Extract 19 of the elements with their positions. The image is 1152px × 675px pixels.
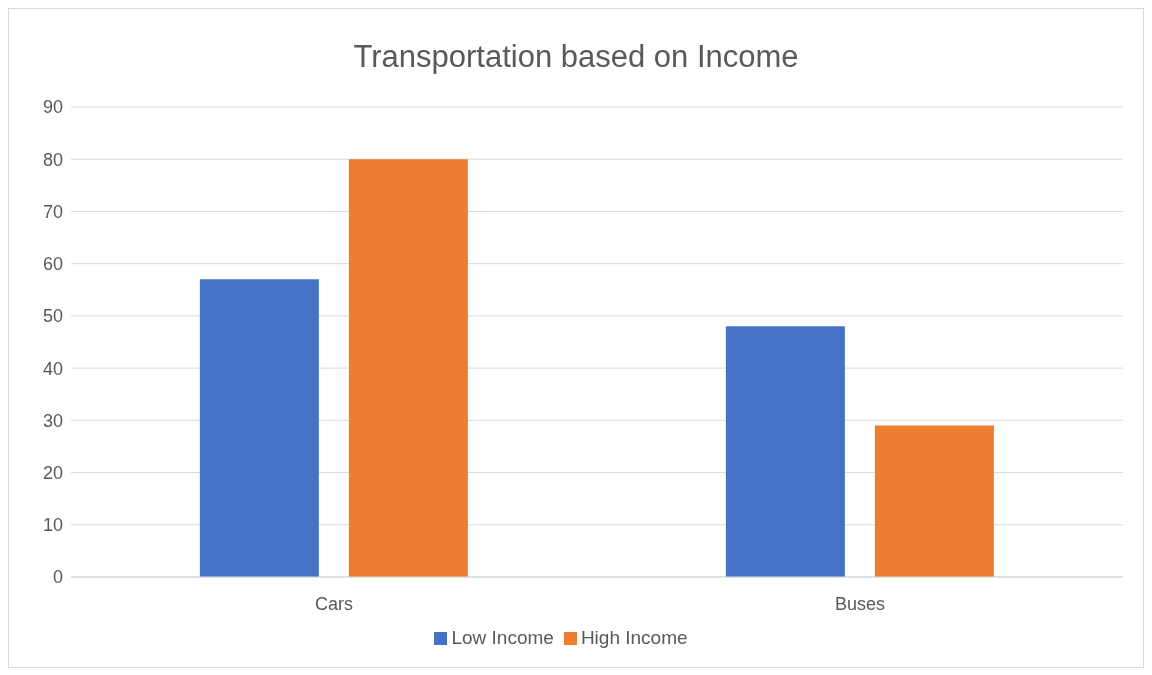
legend-label: Low Income <box>451 627 554 648</box>
y-tick-label: 50 <box>42 306 63 327</box>
bar <box>199 279 319 577</box>
x-tick-label: Cars <box>314 593 354 614</box>
legend-label: High Income <box>580 627 688 648</box>
bar <box>874 425 994 577</box>
y-tick-label: 30 <box>42 410 63 431</box>
y-tick-label: 10 <box>42 515 63 536</box>
chart-title: Transportation based on Income <box>352 38 800 74</box>
y-tick-label: 0 <box>52 567 63 588</box>
y-tick-label: 20 <box>42 462 63 483</box>
bar <box>725 326 845 577</box>
y-tick-label: 90 <box>42 97 63 118</box>
y-tick-label: 80 <box>42 149 63 170</box>
bar <box>348 159 468 577</box>
x-tick-label: Buses <box>834 593 886 614</box>
y-tick-label: 40 <box>42 358 63 379</box>
y-tick-label: 70 <box>42 201 63 222</box>
y-tick-label: 60 <box>42 254 63 275</box>
